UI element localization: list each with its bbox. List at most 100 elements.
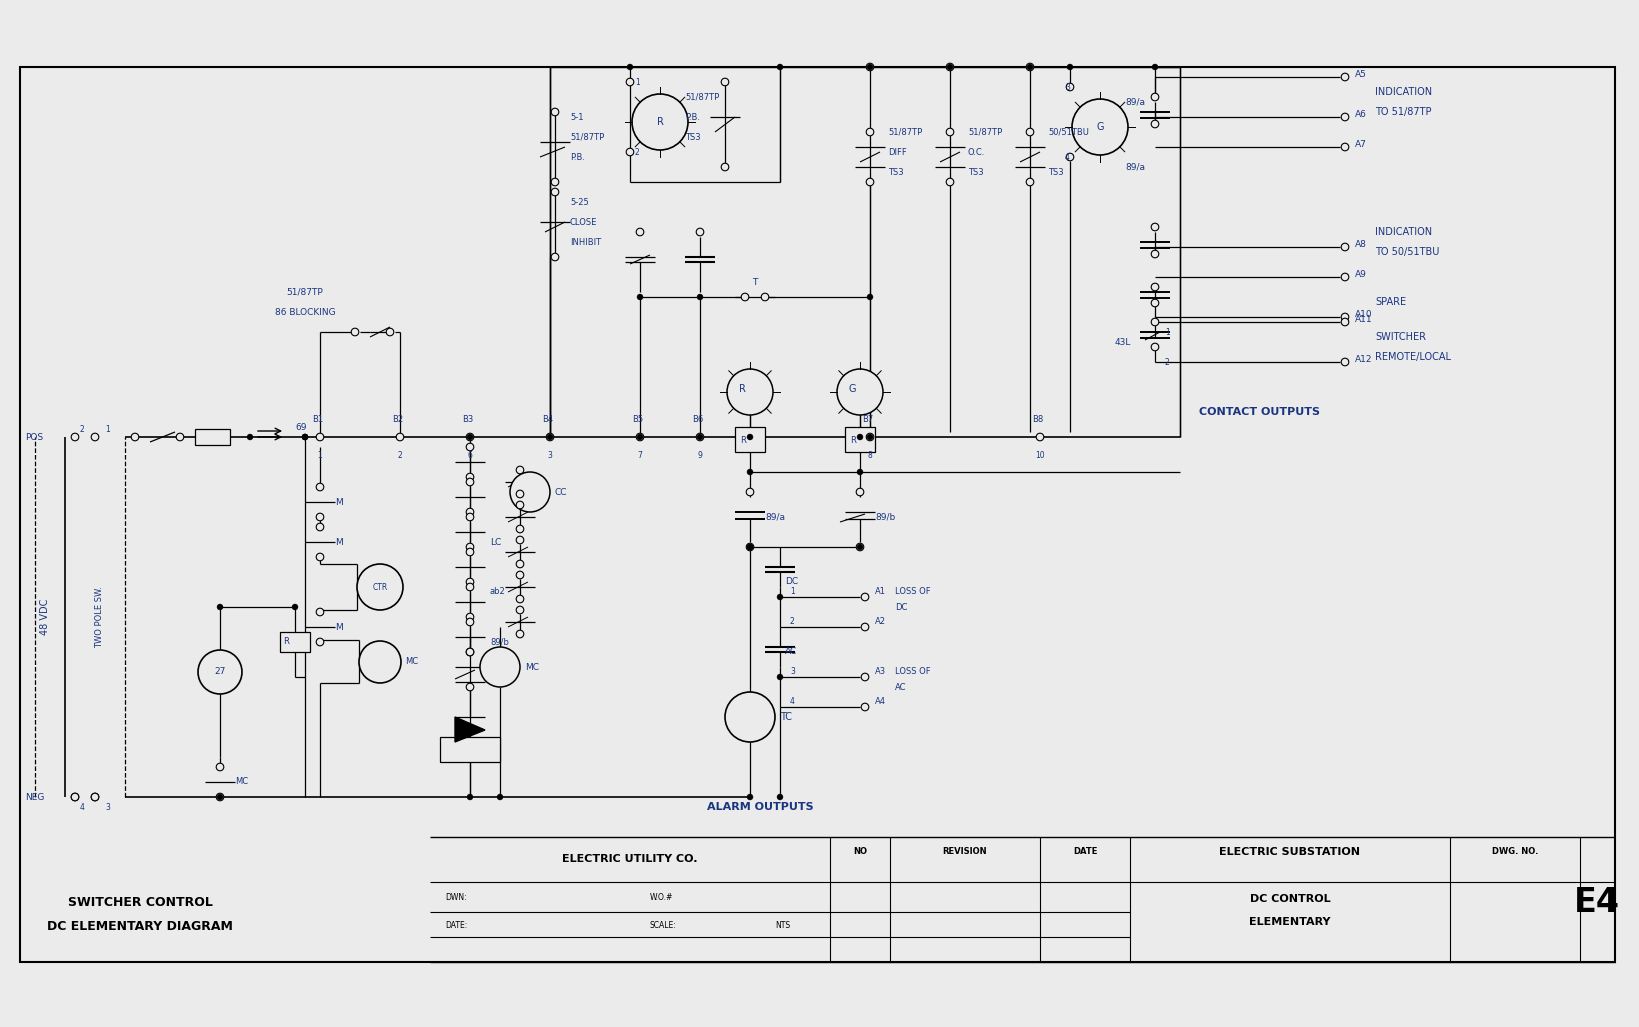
Text: M: M [334,537,343,546]
Text: 43L: 43L [1115,338,1131,346]
Text: M: M [334,497,343,506]
Text: 2: 2 [80,424,84,433]
Circle shape [631,94,688,150]
Circle shape [724,692,775,741]
Circle shape [316,514,323,521]
Circle shape [1341,113,1347,121]
Circle shape [626,78,633,86]
Text: 1: 1 [634,77,639,86]
Text: 3: 3 [790,668,795,677]
Text: 89/a: 89/a [764,512,785,522]
Circle shape [516,631,523,638]
Text: 50/51TBU: 50/51TBU [1047,127,1088,137]
Circle shape [551,188,559,196]
Text: 1: 1 [1164,328,1169,337]
Circle shape [946,64,952,70]
Circle shape [397,433,403,441]
Text: P.B.: P.B. [685,113,700,121]
Circle shape [636,433,644,441]
Circle shape [547,434,552,440]
Text: A1: A1 [875,587,885,597]
Text: A11: A11 [1354,314,1372,324]
Text: 89/a: 89/a [1124,98,1144,107]
Circle shape [946,128,954,136]
Text: A4: A4 [875,697,885,707]
Text: TWO POLE SW.: TWO POLE SW. [95,586,105,648]
Text: NEG: NEG [25,793,44,801]
Text: E4: E4 [1573,885,1619,918]
Text: 2: 2 [397,451,402,459]
Text: B8: B8 [1031,415,1042,423]
Text: POS: POS [25,432,43,442]
Circle shape [302,434,308,440]
Circle shape [865,433,874,441]
Text: G: G [1095,122,1103,132]
Circle shape [746,469,752,476]
Circle shape [465,444,474,451]
Text: W.O.#: W.O.# [649,892,674,902]
Circle shape [465,514,474,521]
Circle shape [216,763,223,771]
Circle shape [1151,93,1159,101]
Circle shape [216,604,223,610]
Text: 10: 10 [1034,451,1044,459]
Circle shape [867,434,872,440]
Circle shape [741,293,749,301]
Circle shape [465,583,474,591]
Circle shape [697,433,703,441]
Text: 89/a: 89/a [1124,162,1144,172]
Circle shape [746,544,752,550]
Circle shape [551,254,559,261]
Circle shape [516,536,523,544]
Circle shape [480,647,520,687]
Text: ELECTRIC UTILITY CO.: ELECTRIC UTILITY CO. [562,854,697,864]
Text: INDICATION: INDICATION [1373,87,1431,97]
Text: A5: A5 [1354,70,1365,78]
Text: TS3: TS3 [1047,167,1064,177]
Circle shape [1072,99,1128,155]
Circle shape [857,434,862,440]
Circle shape [865,64,874,71]
Text: B4: B4 [543,415,554,423]
Circle shape [516,466,523,473]
Text: 7: 7 [638,451,642,459]
Bar [439,737,500,762]
Circle shape [92,793,98,801]
Text: 89/b: 89/b [490,638,508,647]
Bar [734,427,764,452]
Circle shape [777,674,782,680]
Text: MC: MC [405,657,418,667]
Circle shape [1065,83,1074,90]
Circle shape [697,228,703,236]
Circle shape [1036,433,1042,441]
Text: T: T [752,277,757,287]
Circle shape [777,594,782,600]
Circle shape [465,648,474,656]
Circle shape [516,525,523,533]
Text: ELECTRIC SUBSTATION: ELECTRIC SUBSTATION [1219,847,1360,857]
Circle shape [946,64,954,71]
Text: A6: A6 [1354,110,1365,118]
Text: R: R [738,384,746,394]
Circle shape [316,433,323,441]
Text: INHIBIT: INHIBIT [570,237,602,246]
Text: TS3: TS3 [887,167,903,177]
Circle shape [857,469,862,476]
Circle shape [516,560,523,568]
Circle shape [856,543,864,550]
Text: DWG. NO.: DWG. NO. [1491,847,1537,857]
Circle shape [860,623,869,631]
Circle shape [626,64,633,70]
Circle shape [946,179,954,186]
Circle shape [1151,251,1159,258]
Circle shape [465,578,474,585]
Circle shape [316,608,323,616]
Circle shape [467,434,472,440]
Circle shape [92,433,98,441]
Circle shape [777,64,782,70]
Circle shape [70,793,79,801]
Text: 51/87TP: 51/87TP [685,92,720,102]
Circle shape [465,543,474,550]
Text: INDICATION: INDICATION [1373,227,1431,237]
Text: DIFF: DIFF [887,148,906,156]
